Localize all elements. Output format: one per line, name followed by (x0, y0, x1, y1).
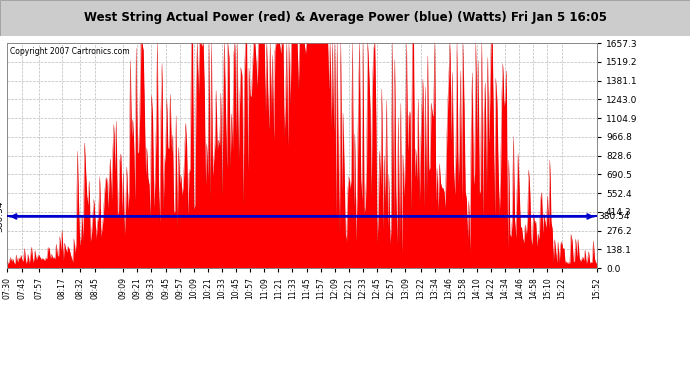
Text: 380.54: 380.54 (0, 201, 4, 232)
Text: 380.54: 380.54 (598, 212, 629, 221)
Text: West String Actual Power (red) & Average Power (blue) (Watts) Fri Jan 5 16:05: West String Actual Power (red) & Average… (83, 11, 607, 24)
Text: Copyright 2007 Cartronics.com: Copyright 2007 Cartronics.com (10, 46, 130, 56)
